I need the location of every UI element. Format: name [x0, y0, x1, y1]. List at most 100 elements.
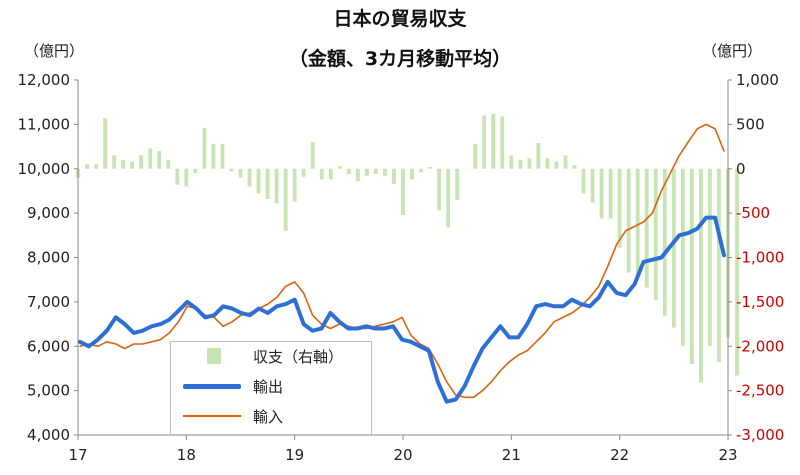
balance-bar	[175, 168, 180, 185]
left-axis-tick-label: 7,000	[27, 293, 70, 311]
x-axis-tick-label: 18	[177, 446, 196, 464]
legend-label-import: 輸入	[253, 407, 284, 426]
right-axis-tick-label: -3,000	[736, 426, 784, 444]
balance-bar	[671, 168, 676, 328]
right-axis-unit: （億円）	[702, 42, 763, 60]
legend-item-import: 輸入	[181, 404, 283, 428]
balance-bar	[482, 115, 487, 169]
balance-bar	[428, 166, 432, 169]
balance-bar	[653, 168, 658, 301]
legend-label-balance: 収支（右軸）	[253, 347, 344, 366]
balance-bar	[617, 168, 622, 248]
legend-item-export: 輸出	[181, 374, 283, 398]
balance-bar	[401, 168, 405, 215]
balance-bar	[563, 155, 568, 169]
balance-bar	[220, 143, 225, 169]
balance-bar	[581, 168, 586, 194]
balance-bar	[292, 168, 297, 202]
balance-bar	[211, 143, 216, 169]
balance-bar	[717, 168, 721, 363]
left-axis-tick-label: 10,000	[18, 160, 71, 178]
balance-bar	[247, 168, 252, 187]
balance-bar	[437, 168, 441, 211]
export-line	[78, 215, 726, 404]
balance-bar	[635, 168, 640, 277]
balance-bar	[644, 168, 649, 288]
balance-bar	[229, 168, 234, 172]
balance-bar	[455, 168, 460, 200]
x-axis-tick-label: 22	[610, 446, 629, 464]
balance-bar	[337, 166, 342, 169]
balance-bar	[85, 164, 89, 169]
x-axis-tick-label: 21	[502, 446, 521, 464]
balance-bar	[735, 168, 739, 376]
balance-bar	[283, 168, 288, 231]
balance-bar	[680, 168, 685, 347]
right-axis-tick-label: 1,000	[736, 71, 779, 89]
balance-bar	[419, 168, 423, 173]
left-axis-tick-label: 9,000	[27, 204, 70, 222]
balance-bar	[446, 168, 451, 228]
balance-bar	[148, 148, 153, 169]
balance-bar	[698, 168, 703, 383]
balance-bar	[662, 168, 667, 317]
balance-bar	[374, 168, 378, 175]
balance-bar	[265, 168, 270, 199]
balance-bar	[112, 155, 117, 169]
balance-bar	[599, 168, 604, 219]
legend-item-balance: 収支（右軸）	[181, 344, 343, 368]
balance-bar	[509, 155, 514, 169]
balance-bar	[536, 143, 541, 169]
balance-bar	[274, 168, 279, 204]
chart-title: 日本の貿易収支	[333, 8, 467, 30]
right-axis-tick-label: -2,000	[736, 337, 784, 355]
x-axis-tick-label: 17	[68, 446, 87, 464]
left-axis-tick-label: 5,000	[27, 382, 70, 400]
balance-bar	[527, 158, 532, 169]
balance-bar	[184, 168, 189, 187]
right-axis-tick-label: -1,000	[736, 249, 784, 267]
balance-bar	[139, 155, 144, 169]
balance-bar	[355, 168, 360, 182]
balance-bar	[310, 142, 315, 169]
balance-bar	[500, 116, 505, 169]
left-axis-tick-label: 12,000	[18, 71, 71, 89]
balance-bar	[491, 113, 496, 169]
left-axis-tick-label: 4,000	[27, 426, 70, 444]
balance-bar	[410, 168, 414, 180]
balance-bar	[572, 165, 577, 169]
balance-bar	[518, 159, 523, 169]
legend-label-export: 輸出	[253, 377, 284, 396]
balance-bar	[130, 161, 135, 169]
x-axis-tick-label: 19	[285, 446, 304, 464]
right-axis-tick-label: -2,500	[736, 382, 784, 400]
right-axis-tick-label: 0	[736, 160, 746, 178]
legend: 収支（右軸） 輸出 輸入	[170, 341, 372, 435]
balance-bar	[202, 127, 207, 169]
balance-bar	[166, 159, 171, 169]
left-axis-unit: （億円）	[24, 42, 85, 60]
chart-subtitle: （金額、3カ月移動平均）	[288, 48, 512, 70]
balance-bar	[103, 118, 107, 169]
balance-bar	[328, 168, 333, 180]
balance-bar	[608, 168, 613, 219]
right-axis-tick-label: -1,500	[736, 293, 784, 311]
balance-bar	[193, 168, 198, 174]
right-axis-tick-label: -500	[736, 204, 770, 222]
balance-bar	[383, 168, 387, 176]
x-axis-tick-label: 23	[718, 446, 737, 464]
import-line	[79, 123, 725, 399]
balance-bar	[346, 168, 351, 175]
x-axis-tick-label: 20	[393, 446, 412, 464]
balance-bar	[301, 168, 306, 177]
left-axis-tick-label: 11,000	[18, 115, 71, 133]
balance-bar	[392, 168, 396, 184]
left-axis-tick-label: 6,000	[27, 337, 70, 355]
balance-bar	[256, 168, 261, 194]
balance-bar	[689, 168, 694, 364]
balance-bar	[319, 168, 324, 180]
balance-bar	[626, 168, 631, 273]
balance-bar	[157, 151, 162, 169]
balance-bar	[238, 168, 243, 178]
